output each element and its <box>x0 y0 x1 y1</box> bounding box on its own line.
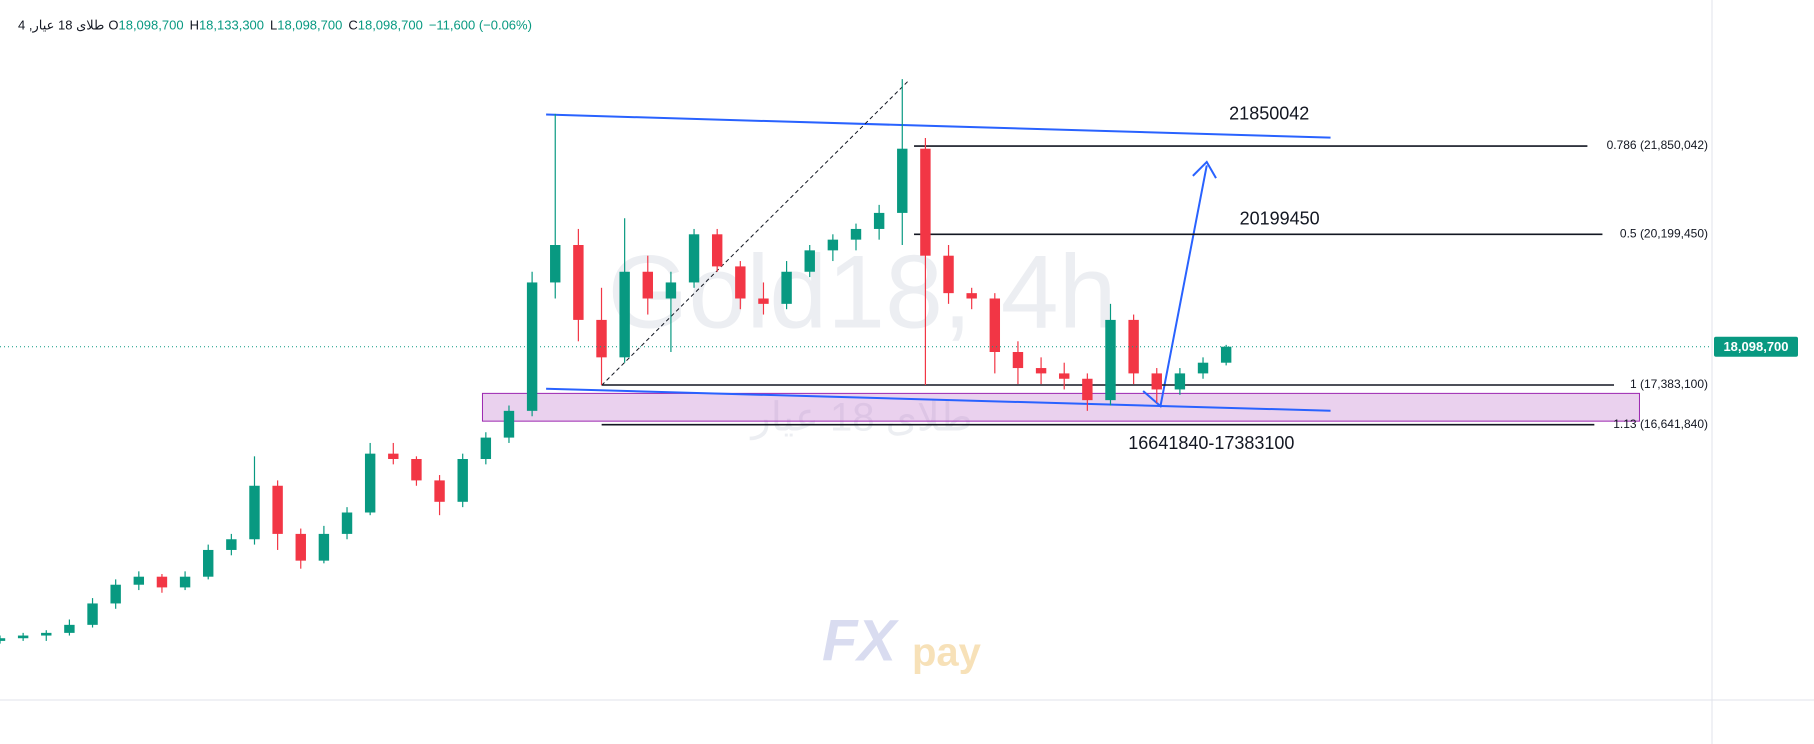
candle-body <box>781 271 792 304</box>
candle-body <box>1174 373 1186 390</box>
candle-body <box>226 539 237 550</box>
candle-body <box>897 148 908 213</box>
candle-body <box>341 512 353 534</box>
candle-body <box>1059 373 1070 379</box>
drawings: 0.786 (21,850,042) 0.5 (20,199,450) 1 (17,… <box>481 80 1708 453</box>
zone-box <box>481 392 1640 422</box>
ohlc-key: O <box>108 17 118 32</box>
candle-body <box>550 245 561 283</box>
header: طلای 18 عیار, 4 O 18,098,700 H 18,133,300 L 18… <box>18 17 532 33</box>
candle-body <box>364 453 376 513</box>
candle-body <box>388 453 399 459</box>
annotation: 20199450 <box>1240 209 1320 229</box>
watermark-group: Gold18, 4h طلای 18 عیار FX pay <box>608 234 1117 674</box>
candle-body <box>850 228 862 240</box>
logo-fx: FX <box>822 608 899 673</box>
annotation: 21850042 <box>1229 103 1309 123</box>
annotation: 16641840-17383100 <box>1128 433 1294 453</box>
trendline <box>546 387 1331 412</box>
candle-body <box>827 239 839 251</box>
candle-body <box>1105 319 1116 401</box>
last-price-box <box>1714 336 1798 357</box>
projection-arrow <box>1142 165 1208 408</box>
ohlc-value: 18,098,700 <box>277 17 342 32</box>
fib-label: 1 (17,383,100) <box>1630 377 1708 391</box>
candle-body <box>87 603 98 625</box>
symbol: طلای 18 عیار, 4 <box>18 17 104 33</box>
fib-label: 0.786 (21,850,042) <box>1607 138 1708 152</box>
ohlc-key: H <box>190 17 199 32</box>
candle-body <box>1151 373 1162 390</box>
last-price-label: 18,098,700 <box>1723 339 1788 354</box>
candle-body <box>0 638 6 641</box>
trendline <box>546 113 1331 139</box>
candle-body <box>434 480 445 502</box>
candle-body <box>1082 378 1093 401</box>
ohlc-value: 18,098,700 <box>358 17 423 32</box>
candle-body <box>480 437 492 459</box>
candle-body <box>665 282 677 299</box>
candle-body <box>619 271 630 358</box>
candle-body <box>989 298 1001 352</box>
candle-body <box>64 624 75 633</box>
candle-body <box>1197 362 1209 374</box>
candle-body <box>735 266 746 299</box>
ohlc-value: 18,098,700 <box>118 17 183 32</box>
ohlc-key: L <box>270 17 277 32</box>
candle-body <box>1035 368 1047 374</box>
ohlc-value: 18,133,300 <box>199 17 264 32</box>
candle-body <box>156 576 168 588</box>
candle-body <box>318 533 330 561</box>
candle-body <box>203 549 214 577</box>
candle-body <box>411 459 422 481</box>
candles <box>0 79 1232 644</box>
candle-body <box>920 148 931 256</box>
candle-body <box>596 319 607 358</box>
candle-body <box>1012 352 1024 369</box>
candle-body <box>573 245 584 320</box>
ohlc-key: C <box>348 17 357 32</box>
candle-body <box>642 271 653 299</box>
candle-body <box>179 576 191 588</box>
candle-body <box>966 293 977 299</box>
candle-body <box>272 485 283 534</box>
fib-label: 1.13 (16,641,840) <box>1613 417 1708 431</box>
fib-label: 0.5 (20,199,450) <box>1620 227 1708 241</box>
watermark-sub: طلای 18 عیار <box>749 396 972 441</box>
logo-pay: pay <box>912 631 982 675</box>
candle-body <box>758 298 769 304</box>
candle-body <box>688 234 700 283</box>
candle-body <box>133 576 145 585</box>
candle-body <box>943 255 954 294</box>
candle-body <box>41 632 52 636</box>
change: −11,600 (−0.06%) <box>429 17 532 32</box>
candle-body <box>873 212 885 229</box>
candle-body <box>110 584 121 604</box>
candle-body <box>711 234 723 267</box>
arrow-head <box>1192 160 1217 179</box>
candle-body <box>1128 319 1139 374</box>
candle-body <box>503 410 515 438</box>
candle-body <box>249 485 260 540</box>
candle-body <box>804 250 815 272</box>
candle-body <box>1220 346 1232 363</box>
candle-body <box>295 533 306 561</box>
watermark: Gold18, 4h <box>608 234 1117 350</box>
candle-body <box>17 635 29 639</box>
fib-trend <box>601 80 909 386</box>
candle-body <box>457 459 468 502</box>
